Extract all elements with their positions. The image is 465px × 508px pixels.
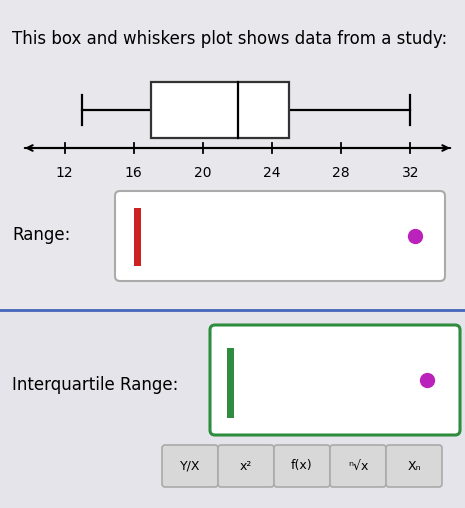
Text: x²: x² [240,460,252,472]
FancyBboxPatch shape [330,445,386,487]
Text: Xₙ: Xₙ [407,460,421,472]
Text: 20: 20 [194,166,212,180]
Bar [134,208,141,266]
Text: 24: 24 [263,166,281,180]
Text: Range:: Range: [12,226,70,244]
Text: 28: 28 [332,166,350,180]
FancyBboxPatch shape [218,445,274,487]
FancyBboxPatch shape [274,445,330,487]
Bar [227,348,234,418]
FancyBboxPatch shape [386,445,442,487]
Text: Y/X: Y/X [180,460,200,472]
Text: 16: 16 [125,166,143,180]
Bar [0,310,465,508]
Bar [151,82,289,138]
Text: Interquartile Range:: Interquartile Range: [12,376,179,394]
FancyBboxPatch shape [210,325,460,435]
Text: f(x): f(x) [291,460,313,472]
Text: 12: 12 [56,166,73,180]
FancyBboxPatch shape [162,445,218,487]
Text: This box and whiskers plot shows data from a study:: This box and whiskers plot shows data fr… [12,30,447,48]
FancyBboxPatch shape [115,191,445,281]
Text: ⁿ√x: ⁿ√x [348,460,368,472]
Text: 32: 32 [402,166,419,180]
